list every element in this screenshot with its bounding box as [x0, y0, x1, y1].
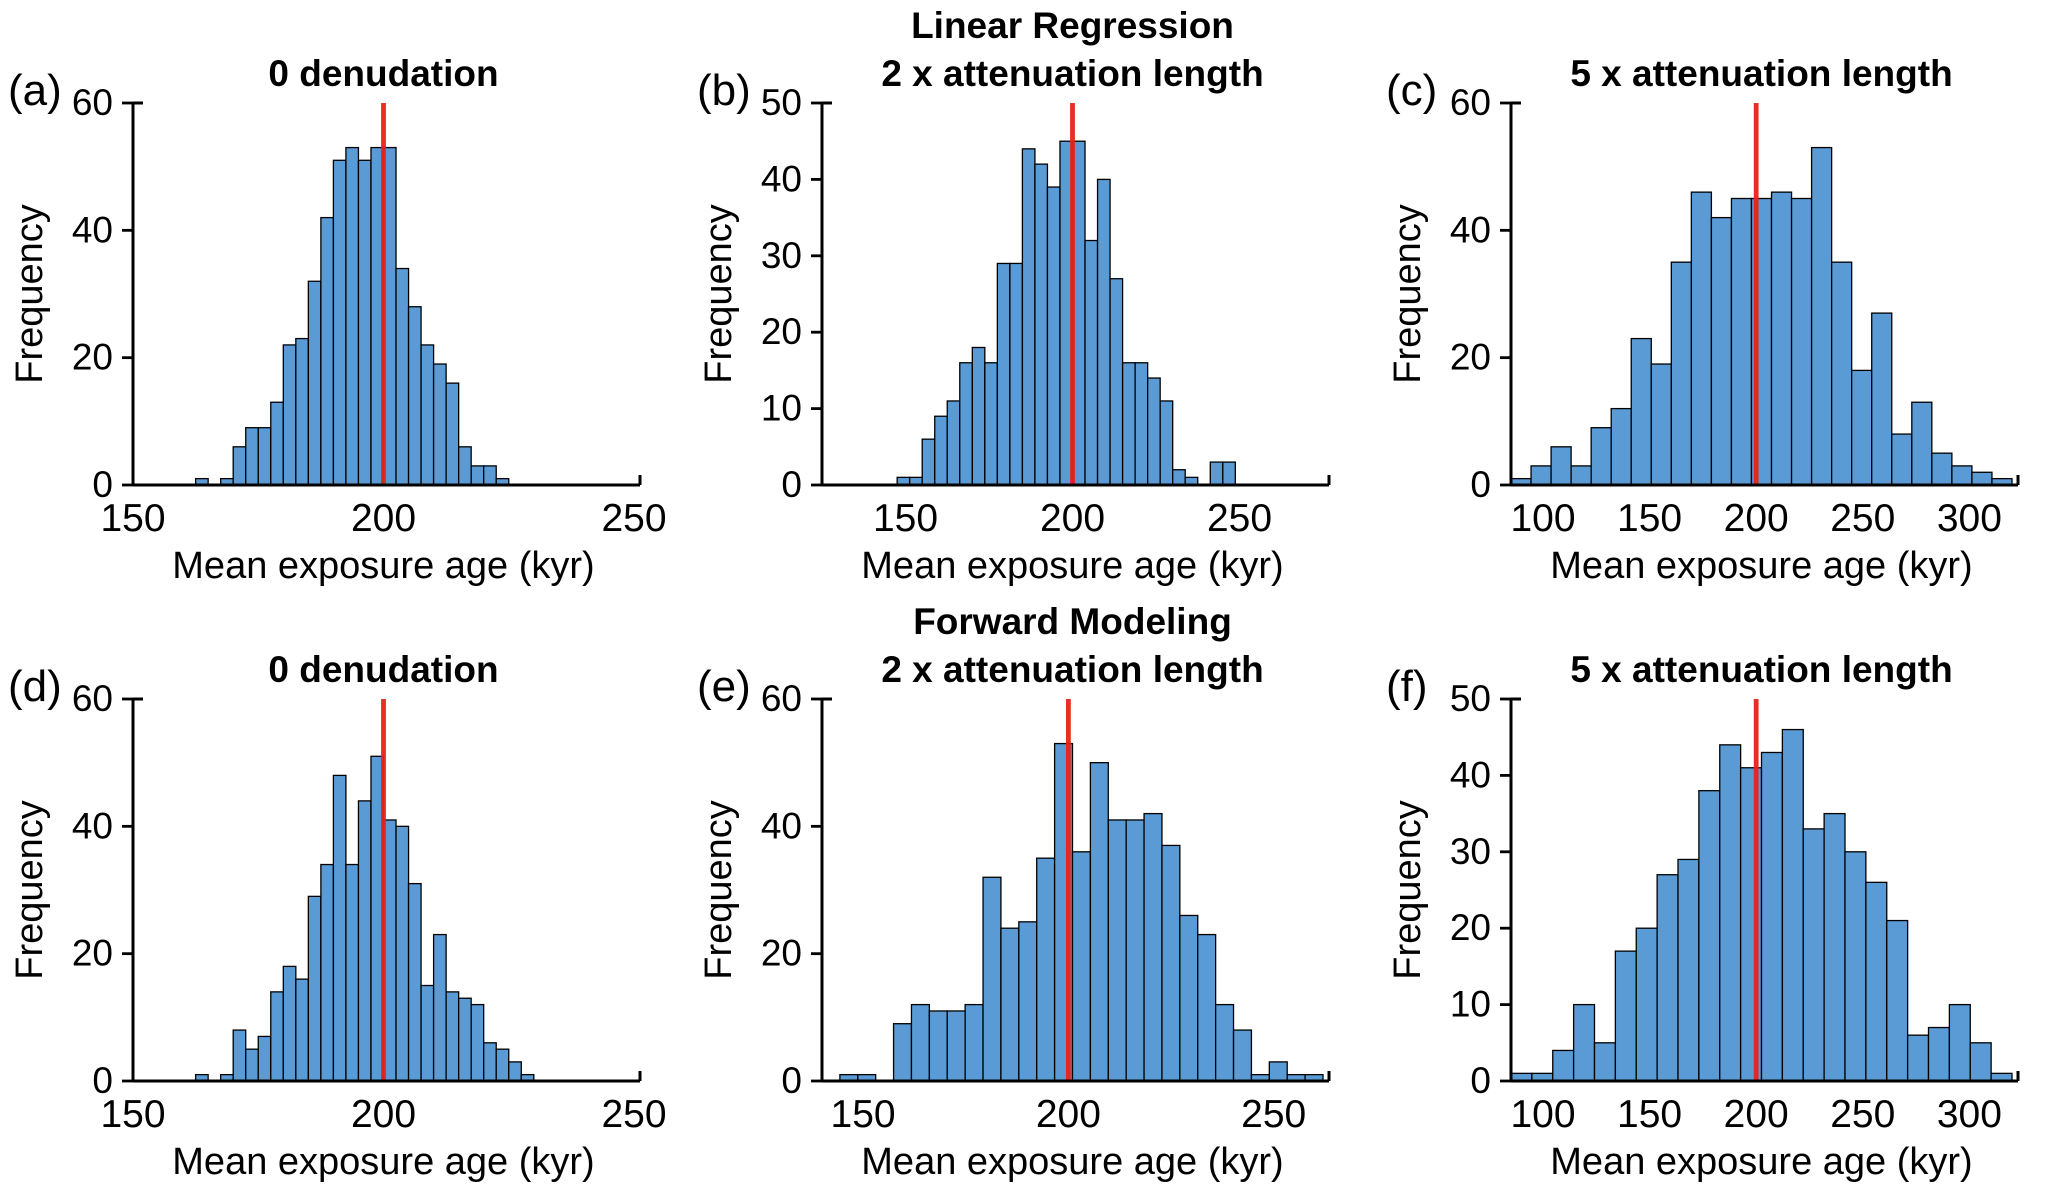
- svg-text:200: 200: [1724, 1093, 1789, 1136]
- svg-text:(b): (b): [697, 66, 751, 115]
- svg-text:10: 10: [761, 388, 802, 429]
- svg-text:60: 60: [761, 678, 802, 719]
- svg-text:30: 30: [761, 235, 802, 276]
- svg-text:150: 150: [100, 497, 165, 540]
- svg-text:(c): (c): [1386, 66, 1437, 115]
- svg-text:200: 200: [1036, 1093, 1101, 1136]
- svg-text:Frequency: Frequency: [698, 800, 740, 980]
- svg-text:20: 20: [72, 933, 113, 974]
- svg-text:Mean exposure age (kyr): Mean exposure age (kyr): [861, 1141, 1283, 1183]
- svg-text:Frequency: Frequency: [9, 204, 51, 384]
- svg-text:40: 40: [761, 158, 802, 199]
- svg-text:200: 200: [351, 1093, 416, 1136]
- svg-text:30: 30: [1450, 831, 1491, 872]
- svg-text:40: 40: [72, 209, 113, 250]
- svg-text:(f): (f): [1386, 662, 1428, 711]
- svg-text:200: 200: [1724, 497, 1789, 540]
- svg-text:150: 150: [873, 497, 938, 540]
- svg-text:100: 100: [1510, 497, 1575, 540]
- svg-text:0: 0: [781, 464, 802, 505]
- svg-text:40: 40: [761, 805, 802, 846]
- svg-text:150: 150: [831, 1093, 896, 1136]
- svg-text:Frequency: Frequency: [1387, 204, 1429, 384]
- svg-text:Mean exposure age (kyr): Mean exposure age (kyr): [861, 545, 1283, 587]
- svg-text:Linear Regression: Linear Regression: [911, 5, 1234, 46]
- svg-text:10: 10: [1450, 984, 1491, 1025]
- svg-text:50: 50: [1450, 678, 1491, 719]
- svg-text:300: 300: [1937, 497, 2002, 540]
- svg-text:5 x attenuation length: 5 x attenuation length: [1570, 53, 1952, 94]
- svg-text:0 denudation: 0 denudation: [268, 53, 498, 94]
- svg-text:5 x attenuation length: 5 x attenuation length: [1570, 649, 1952, 690]
- svg-text:250: 250: [601, 1093, 666, 1136]
- svg-text:Forward Modeling: Forward Modeling: [913, 601, 1232, 642]
- svg-text:250: 250: [1207, 497, 1272, 540]
- svg-text:Mean exposure age (kyr): Mean exposure age (kyr): [172, 545, 594, 587]
- svg-text:20: 20: [72, 337, 113, 378]
- svg-text:(a): (a): [8, 66, 62, 115]
- svg-text:50: 50: [761, 82, 802, 123]
- svg-text:0: 0: [1470, 1060, 1491, 1101]
- svg-text:150: 150: [1617, 497, 1682, 540]
- svg-text:(d): (d): [8, 662, 62, 711]
- svg-text:40: 40: [1450, 754, 1491, 795]
- svg-text:60: 60: [1450, 82, 1491, 123]
- svg-text:250: 250: [601, 497, 666, 540]
- svg-text:Mean exposure age (kyr): Mean exposure age (kyr): [172, 1141, 594, 1183]
- svg-text:20: 20: [761, 933, 802, 974]
- svg-text:60: 60: [72, 82, 113, 123]
- svg-text:40: 40: [1450, 209, 1491, 250]
- svg-text:150: 150: [1617, 1093, 1682, 1136]
- svg-text:2 x attenuation length: 2 x attenuation length: [881, 53, 1263, 94]
- svg-text:200: 200: [351, 497, 416, 540]
- svg-text:250: 250: [1830, 497, 1895, 540]
- svg-text:100: 100: [1510, 1093, 1575, 1136]
- svg-text:Frequency: Frequency: [698, 204, 740, 384]
- svg-text:300: 300: [1937, 1093, 2002, 1136]
- svg-text:Frequency: Frequency: [1387, 800, 1429, 980]
- svg-text:Frequency: Frequency: [9, 800, 51, 980]
- svg-text:20: 20: [761, 311, 802, 352]
- svg-text:200: 200: [1040, 497, 1105, 540]
- svg-text:2 x attenuation length: 2 x attenuation length: [881, 649, 1263, 690]
- svg-text:20: 20: [1450, 337, 1491, 378]
- svg-text:250: 250: [1241, 1093, 1306, 1136]
- svg-text:150: 150: [100, 1093, 165, 1136]
- svg-text:0: 0: [1470, 464, 1491, 505]
- svg-text:250: 250: [1830, 1093, 1895, 1136]
- svg-text:0: 0: [781, 1060, 802, 1101]
- svg-text:0 denudation: 0 denudation: [268, 649, 498, 690]
- svg-text:60: 60: [72, 678, 113, 719]
- svg-text:20: 20: [1450, 907, 1491, 948]
- svg-text:40: 40: [72, 805, 113, 846]
- svg-text:(e): (e): [697, 662, 751, 711]
- svg-text:Mean exposure age (kyr): Mean exposure age (kyr): [1550, 1141, 1972, 1183]
- svg-text:Mean exposure age (kyr): Mean exposure age (kyr): [1550, 545, 1972, 587]
